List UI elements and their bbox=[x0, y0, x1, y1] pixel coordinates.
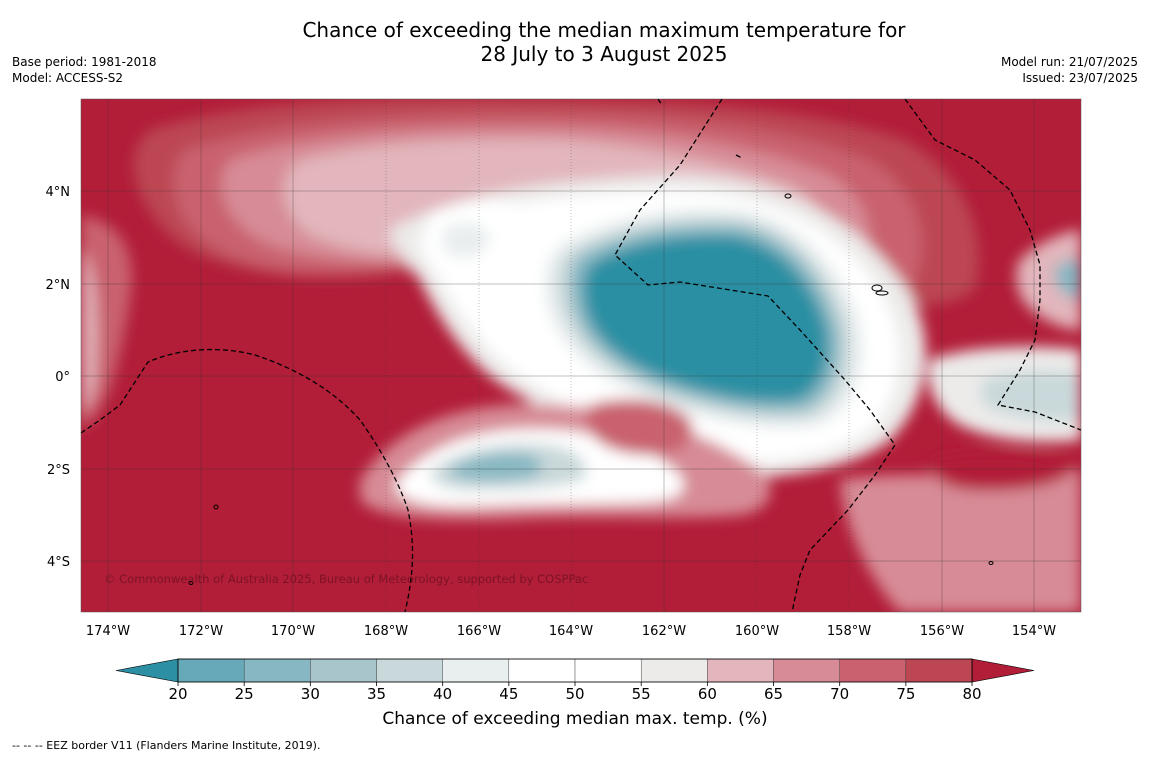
map-title: Chance of exceeding the median maximum t… bbox=[0, 18, 1150, 66]
colorbar-tick-label: 40 bbox=[433, 685, 452, 703]
longitude-label: 172°W bbox=[179, 624, 223, 639]
colorbar-extend-low bbox=[115, 658, 179, 683]
band-60-ne bbox=[1016, 230, 1081, 330]
map-frame bbox=[80, 98, 1082, 613]
colorbar-segment bbox=[442, 658, 510, 683]
colorbar-tick-label: 25 bbox=[235, 685, 254, 703]
eez-border-line bbox=[80, 348, 414, 613]
longitude-label: 158°W bbox=[827, 624, 871, 639]
colorbar-tick-label: 50 bbox=[565, 685, 584, 703]
colorbar-tick-label: 75 bbox=[896, 685, 915, 703]
longitude-label: 174°W bbox=[86, 624, 130, 639]
colorbar-segment bbox=[707, 658, 774, 683]
colorbar-segment bbox=[574, 658, 642, 683]
island-outline bbox=[875, 290, 889, 296]
colorbar: 20 25 30 35 40 45 50 55 60 65 70 75 80 bbox=[115, 658, 1035, 703]
colorbar-segment bbox=[243, 658, 311, 683]
latitude-label: 4°N bbox=[46, 185, 71, 200]
meta-left: Base period: 1981-2018 Model: ACCESS-S2 bbox=[12, 54, 157, 86]
colorbar-tick-label: 65 bbox=[764, 685, 783, 703]
issued-date: Issued: 23/07/2025 bbox=[1022, 71, 1138, 85]
latitude-label: 4°S bbox=[47, 555, 70, 570]
longitude-label: 166°W bbox=[457, 624, 501, 639]
colorbar-segment bbox=[839, 658, 907, 683]
island-outline bbox=[988, 561, 994, 565]
model-run: Model run: 21/07/2025 bbox=[1000, 55, 1138, 69]
islands bbox=[188, 193, 994, 585]
longitude-label: 170°W bbox=[271, 624, 315, 639]
longitude-label: 168°W bbox=[364, 624, 408, 639]
longitude-label: 156°W bbox=[920, 624, 964, 639]
eez-border-line bbox=[657, 98, 663, 106]
colorbar-segment bbox=[773, 658, 840, 683]
colorbar-tick-label: 60 bbox=[698, 685, 717, 703]
island-outline bbox=[871, 284, 883, 292]
longitude-label: 154°W bbox=[1012, 624, 1056, 639]
copyright-text: © Commonwealth of Australia 2025, Bureau… bbox=[104, 572, 588, 586]
colorbar-tick-label: 35 bbox=[367, 685, 386, 703]
band-60-west bbox=[81, 250, 97, 415]
band-30-sw bbox=[448, 453, 542, 481]
band-65-se bbox=[840, 470, 1081, 612]
title-line-1: Chance of exceeding the median maximum t… bbox=[302, 18, 906, 42]
band-75-se bbox=[929, 452, 1075, 491]
latitude-label: 2°S bbox=[47, 463, 70, 478]
colorbar-tick-label: 20 bbox=[168, 685, 187, 703]
eez-border-line bbox=[904, 98, 1082, 431]
longitude-label: 162°W bbox=[642, 624, 686, 639]
model-name: Model: ACCESS-S2 bbox=[12, 71, 124, 85]
colorbar-tick-label: 30 bbox=[301, 685, 320, 703]
eez-border-line bbox=[614, 98, 896, 613]
meta-right: Model run: 21/07/2025 Issued: 23/07/2025 bbox=[1001, 54, 1138, 86]
graticule bbox=[81, 99, 1081, 612]
base-period: Base period: 1981-2018 bbox=[12, 55, 157, 69]
longitude-labels: 174°W 172°W 170°W 168°W 166°W 164°W 162°W 160°W… bbox=[86, 624, 1056, 639]
island-outline bbox=[213, 504, 219, 510]
colorbar-extend-high bbox=[971, 658, 1035, 683]
colorbar-segment bbox=[177, 658, 245, 683]
colorbar-segment bbox=[376, 658, 443, 683]
eez-borders bbox=[80, 98, 1082, 613]
colorbar-tick-label: 55 bbox=[632, 685, 651, 703]
band-20-main bbox=[583, 235, 828, 402]
band-30-ne bbox=[1055, 258, 1081, 300]
band-70-mid bbox=[586, 399, 693, 455]
longitude-label: 164°W bbox=[549, 624, 593, 639]
island-outline bbox=[188, 581, 194, 585]
colorbar-tick-label: 80 bbox=[962, 685, 981, 703]
footnote: -- -- -- EEZ border V11 (Flanders Marine… bbox=[12, 739, 321, 752]
title-line-2: 28 July to 3 August 2025 bbox=[480, 42, 728, 66]
band-40-east bbox=[980, 371, 1081, 421]
colorbar-tick-label: 70 bbox=[830, 685, 849, 703]
latitude-label: 2°N bbox=[46, 278, 71, 293]
colorbar-label: Chance of exceeding median max. temp. (%… bbox=[382, 709, 768, 729]
colorbar-segment bbox=[905, 658, 973, 683]
eez-border-line bbox=[735, 154, 743, 159]
latitude-label: 0° bbox=[55, 370, 70, 385]
island-outline bbox=[784, 193, 792, 199]
longitude-label: 160°W bbox=[735, 624, 779, 639]
band-40-north bbox=[441, 222, 490, 258]
colorbar-segment bbox=[310, 658, 377, 683]
colorbar-segment bbox=[508, 658, 576, 683]
colorbar-tick-label: 45 bbox=[499, 685, 518, 703]
latitude-labels: 4°N 2°N 0° 2°S 4°S bbox=[46, 185, 71, 570]
probability-field bbox=[81, 99, 1081, 612]
colorbar-segment bbox=[640, 658, 708, 683]
